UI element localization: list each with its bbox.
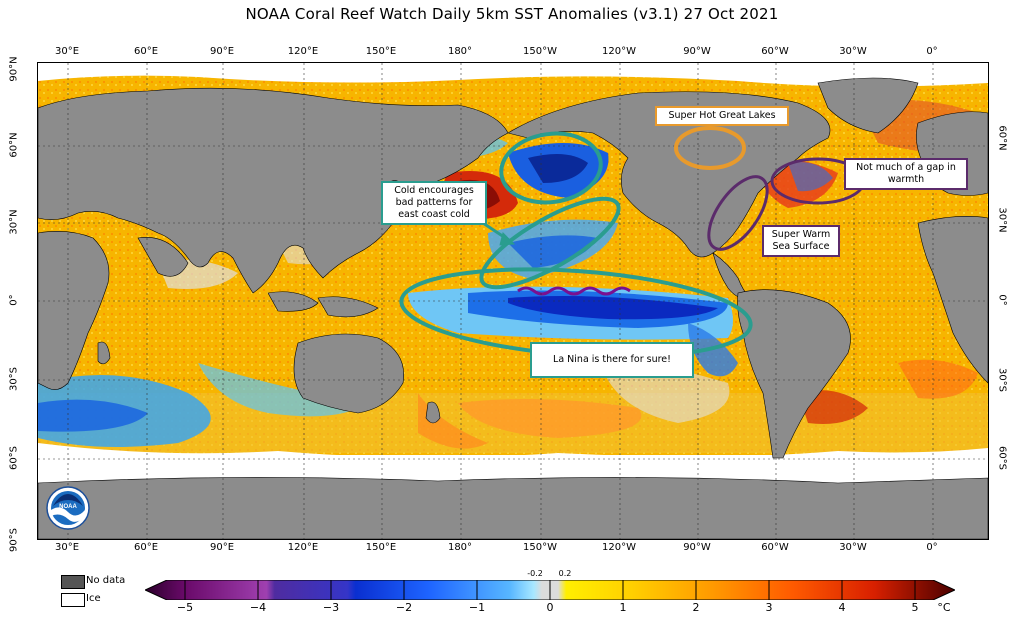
callout-cold-patterns: Cold encourages bad patterns for east co… [381,181,487,225]
great-lakes-ellipse [674,126,746,170]
lat-label-right: 60°N [996,125,1008,151]
lon-label-top: 90°E [209,46,235,57]
lon-label-bottom: 30°W [839,542,867,553]
colorbar-tick: 4 [838,601,846,614]
lat-label-right: 30°S [996,367,1008,393]
map-title: NOAA Coral Reef Watch Daily 5km SST Anom… [245,5,779,23]
callout-la-nina: La Nina is there for sure! [530,342,694,378]
ice-swatch [61,593,85,607]
colorbar-tick: −4 [249,601,267,614]
lat-label-right: 0° [996,294,1008,306]
colorbar-tick: −1 [468,601,486,614]
lat-label-left: 30°N [8,209,20,235]
lon-label-top: 30°E [54,46,80,57]
colorbar-tick: 1 [619,601,627,614]
callout-great-lakes: Super Hot Great Lakes [655,106,789,126]
no-data-label: No data [86,575,126,586]
lat-label-left: 0° [8,294,20,306]
lon-label-bottom: 90°W [683,542,711,553]
colorbar-tick: −2 [395,601,413,614]
svg-text:NOAA: NOAA [59,504,77,510]
lon-label-bottom: 180° [447,542,473,553]
lon-label-top: 150°E [365,46,397,57]
map-canvas [38,63,988,539]
lon-label-bottom: 60°W [761,542,789,553]
lat-label-right: 30°N [996,207,1008,233]
lat-label-left: 90°S [8,527,20,553]
lat-label-left: 90°N [8,56,20,82]
colorbar-tick: −3 [322,601,340,614]
lon-label-bottom: 90°E [209,542,235,553]
callout-atlantic-gap: Not much of a gap in warmth [844,158,968,190]
colorbar-tick: 3 [765,601,773,614]
lat-label-left: 30°S [8,366,20,392]
colorbar-small-tick: 0.2 [558,569,572,578]
noaa-logo: NOAA [46,486,90,530]
lon-label-top: 180° [447,46,473,57]
colorbar-unit: °C [937,601,951,614]
lon-label-bottom: 60°E [133,542,159,553]
lat-label-left: 60°N [8,132,20,158]
lon-label-top: 60°W [761,46,789,57]
lat-label-left: 60°S [8,445,20,471]
cold-ne-pacific-ellipse [499,131,603,205]
sst-anomaly-map: Super Hot Great Lakes Not much of a gap … [37,62,989,540]
colorbar-tick: 2 [692,601,700,614]
colorbar-tick: 5 [911,601,919,614]
lon-label-bottom: 120°E [287,542,319,553]
no-data-swatch [61,575,85,589]
ice-label: Ice [86,593,101,604]
callout-warm-sea-surface: Super Warm Sea Surface [762,225,840,257]
cold-subtropic-ellipse [479,196,621,290]
lon-label-top: 60°E [133,46,159,57]
colorbar-tick: −5 [176,601,194,614]
lon-label-top: 90°W [683,46,711,57]
lon-label-bottom: 30°E [54,542,80,553]
lon-label-bottom: 0° [926,542,938,553]
lon-label-top: 30°W [839,46,867,57]
gulf-stream-ellipse [707,175,769,251]
lon-label-top: 120°W [602,46,636,57]
colorbar-small-tick: -0.2 [527,569,543,578]
lat-label-right: 60°S [996,445,1008,471]
colorbar [143,579,957,601]
lon-label-top: 150°W [523,46,557,57]
lon-label-bottom: 120°W [602,542,636,553]
lon-label-bottom: 150°E [365,542,397,553]
lon-label-bottom: 150°W [523,542,557,553]
colorbar-tick: 0 [546,601,554,614]
lon-label-top: 120°E [287,46,319,57]
lon-label-top: 0° [926,46,938,57]
